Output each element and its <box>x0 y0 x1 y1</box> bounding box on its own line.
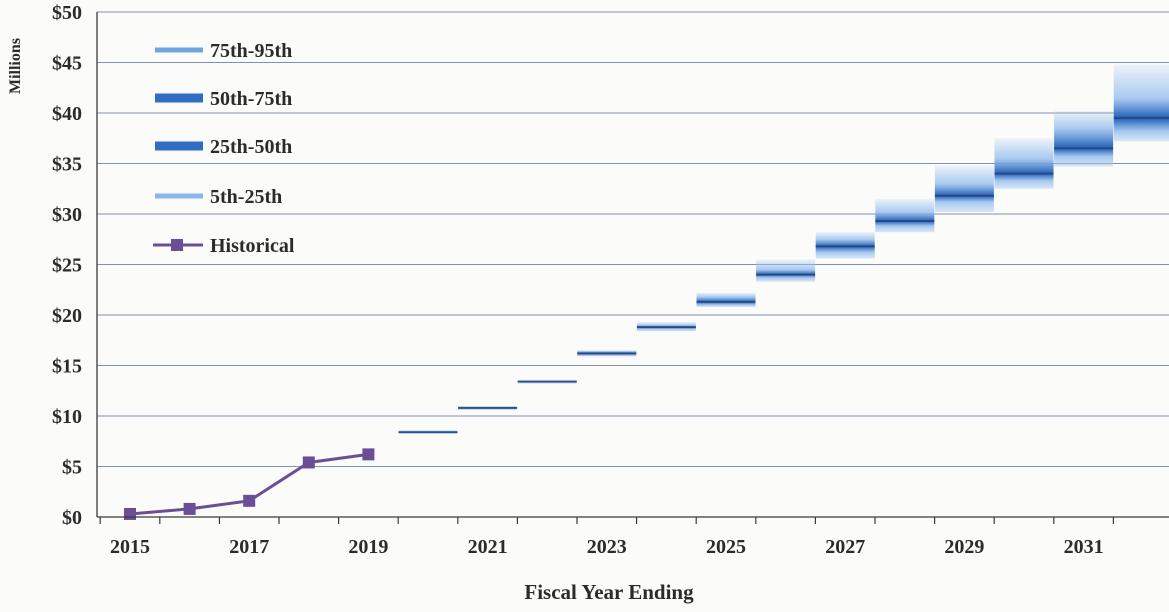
legend-swatch <box>155 48 203 53</box>
projection-band <box>995 138 1054 189</box>
x-tick-label: 2019 <box>348 536 388 558</box>
historical-marker <box>184 503 196 515</box>
legend-label: 5th-25th <box>210 186 282 208</box>
legend-label: Historical <box>210 235 295 257</box>
legend-label: 25th-50th <box>210 136 292 158</box>
historical-marker <box>124 508 136 520</box>
x-tick-label: 2021 <box>468 536 508 558</box>
y-tick-label: $20 <box>52 305 82 327</box>
historical-series <box>124 448 374 520</box>
historical-marker <box>362 448 374 460</box>
legend-label: 75th-95th <box>210 40 292 62</box>
x-tick-label: 2027 <box>825 536 865 558</box>
y-axis-title: Millions <box>7 38 24 94</box>
legend-swatch <box>155 194 203 199</box>
y-tick-label: $15 <box>52 356 82 378</box>
x-tick-label: 2029 <box>944 536 984 558</box>
historical-marker <box>303 456 315 468</box>
projection-band <box>1114 65 1169 142</box>
y-tick-label: $5 <box>62 457 82 479</box>
y-tick-label: $10 <box>52 406 82 428</box>
legend-swatch-marker <box>171 239 183 251</box>
projection-band <box>816 232 875 258</box>
projection-band <box>697 293 756 307</box>
x-tick-label: 2023 <box>587 536 627 558</box>
x-tick-label: 2017 <box>229 536 269 558</box>
historical-marker <box>243 495 255 507</box>
y-tick-label: $25 <box>52 255 82 277</box>
y-tick-label: $35 <box>52 154 82 176</box>
y-tick-label: $30 <box>52 204 82 226</box>
legend-label: 50th-75th <box>210 88 292 110</box>
projection-bands <box>399 65 1169 435</box>
legend-swatch <box>155 94 203 103</box>
projection-band <box>756 259 815 281</box>
legend: 75th-95th 50th-75th 25th-50th 5th-25th Histo… <box>153 40 295 257</box>
x-tick-label: 2031 <box>1064 536 1104 558</box>
axes: $0 $5 $10 $15 $20 $25 $30 $35 $40 $45 $50 2015 2017 2… <box>52 2 1169 558</box>
y-tick-label: $50 <box>52 2 82 24</box>
projection-band <box>875 199 934 232</box>
x-tick-label: 2015 <box>110 536 150 558</box>
y-tick-label: $45 <box>52 53 82 75</box>
x-tick-label: 2025 <box>706 536 746 558</box>
x-axis-title: Fiscal Year Ending <box>524 580 694 604</box>
projection-band <box>935 166 994 212</box>
legend-swatch <box>155 142 203 151</box>
y-tick-label: $0 <box>62 507 82 529</box>
y-tick-label: $40 <box>52 103 82 125</box>
projection-band <box>1054 111 1113 167</box>
